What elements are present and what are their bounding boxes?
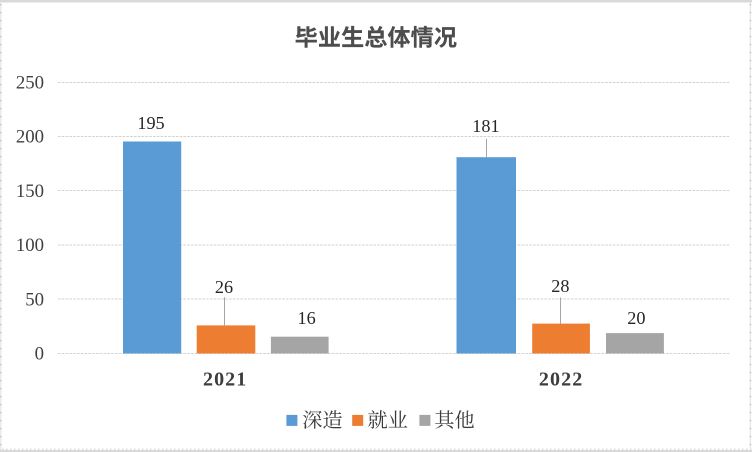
svg-text:16: 16 [298,308,316,328]
svg-text:195: 195 [137,113,164,133]
svg-text:50: 50 [25,289,44,310]
svg-text:150: 150 [16,181,44,202]
svg-text:20: 20 [627,308,645,328]
svg-text:250: 250 [16,72,44,93]
svg-text:181: 181 [472,116,499,136]
svg-text:2021: 2021 [203,369,247,391]
svg-text:2022: 2022 [539,369,583,391]
svg-text:28: 28 [551,276,569,296]
svg-text:100: 100 [16,235,44,256]
svg-text:26: 26 [215,277,233,297]
svg-text:200: 200 [16,127,44,148]
svg-text:0: 0 [35,344,44,365]
